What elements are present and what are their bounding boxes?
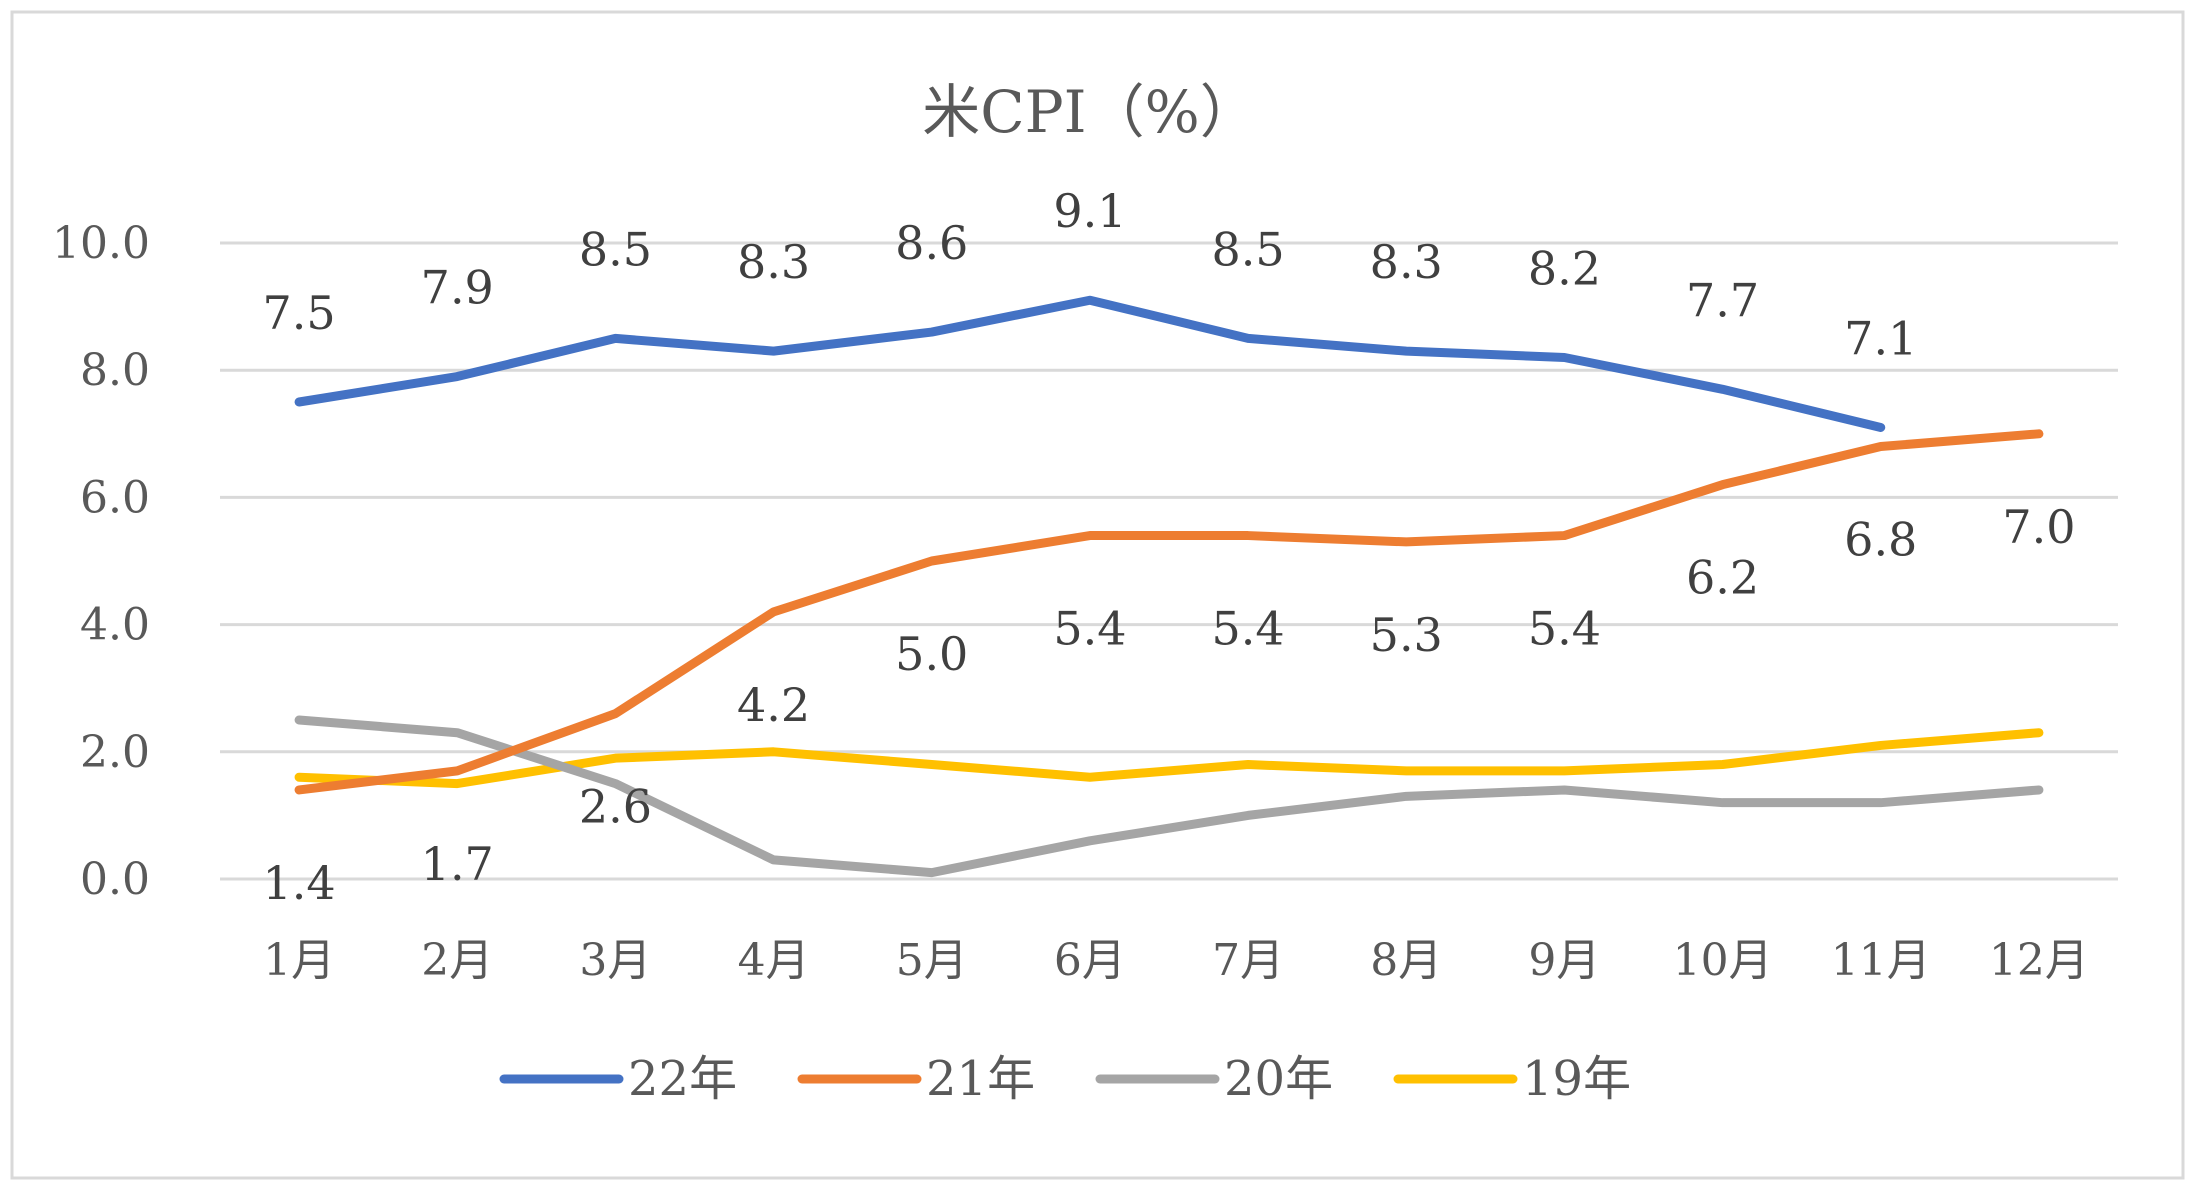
y-tick-label: 8.0 <box>80 345 150 396</box>
x-tick-label: 9月 <box>1528 935 1600 986</box>
data-label: 9.1 <box>1053 184 1126 238</box>
data-label: 7.5 <box>263 286 336 340</box>
x-tick-label: 10月 <box>1673 935 1773 986</box>
y-axis-ticks: 0.0 2.0 4.0 6.0 8.0 10.0 <box>52 218 150 905</box>
data-label: 7.0 <box>2002 500 2075 554</box>
chart-title: 米CPI（%） <box>922 78 1257 146</box>
data-label: 5.0 <box>895 627 968 681</box>
data-label: 7.1 <box>1844 311 1917 365</box>
data-label: 4.2 <box>737 678 810 732</box>
legend-item: 22年 <box>499 1051 737 1107</box>
y-tick-label: 2.0 <box>80 727 150 778</box>
legend-item: 21年 <box>797 1051 1035 1107</box>
data-label: 8.2 <box>1528 241 1601 295</box>
data-label: 8.6 <box>895 216 968 270</box>
y-tick-label: 0.0 <box>80 854 150 905</box>
data-label: 5.3 <box>1370 608 1443 662</box>
x-tick-label: 5月 <box>896 935 968 986</box>
series-line <box>294 728 2044 789</box>
x-tick-label: 2月 <box>421 935 493 986</box>
series-line <box>294 295 1886 432</box>
data-label: 7.7 <box>1686 273 1759 327</box>
data-label: 8.3 <box>1370 235 1443 289</box>
legend-item: 19年 <box>1393 1051 1631 1107</box>
x-tick-label: 4月 <box>738 935 810 986</box>
x-tick-label: 6月 <box>1054 935 1126 986</box>
data-label: 5.4 <box>1528 602 1601 656</box>
series-line <box>294 715 2044 878</box>
data-label: 1.7 <box>421 837 494 891</box>
y-tick-label: 6.0 <box>80 472 150 523</box>
y-tick-label: 4.0 <box>80 600 150 651</box>
x-tick-label: 3月 <box>579 935 651 986</box>
data-labels: 7.5 7.9 8.5 8.3 8.6 9.1 8.5 8.3 8.2 7.7 7.1 1.4 1.7 2… <box>263 184 2076 910</box>
x-tick-label: 7月 <box>1212 935 1284 986</box>
legend-label: 22年 <box>628 1051 737 1107</box>
data-label: 8.5 <box>579 222 652 276</box>
data-label: 8.5 <box>1212 222 1285 276</box>
x-tick-label: 12月 <box>1989 935 2089 986</box>
chart-border <box>10 10 2185 1180</box>
legend-label: 19年 <box>1522 1051 1631 1107</box>
x-axis-ticks: 1月 2月 3月 4月 5月 6月 7月 8月 9月 10月 11月 12月 <box>263 935 2089 986</box>
data-label: 7.9 <box>421 261 494 315</box>
data-label: 6.8 <box>1844 513 1917 567</box>
x-tick-label: 8月 <box>1370 935 1442 986</box>
series-line <box>294 429 2044 795</box>
data-label: 5.4 <box>1212 602 1285 656</box>
y-tick-label: 10.0 <box>52 218 150 269</box>
data-label: 8.3 <box>737 235 810 289</box>
data-label: 2.6 <box>579 780 652 834</box>
legend-item: 20年 <box>1095 1051 1333 1107</box>
legend-label: 20年 <box>1224 1051 1333 1107</box>
legend-label: 21年 <box>926 1051 1035 1107</box>
legend: 22年 21年 20年 19年 <box>499 1051 1631 1107</box>
data-label: 1.4 <box>263 856 336 910</box>
data-label: 6.2 <box>1686 551 1759 605</box>
data-label: 5.4 <box>1053 602 1126 656</box>
series-lines <box>294 295 2044 878</box>
x-tick-label: 1月 <box>263 935 335 986</box>
x-tick-label: 11月 <box>1831 935 1931 986</box>
